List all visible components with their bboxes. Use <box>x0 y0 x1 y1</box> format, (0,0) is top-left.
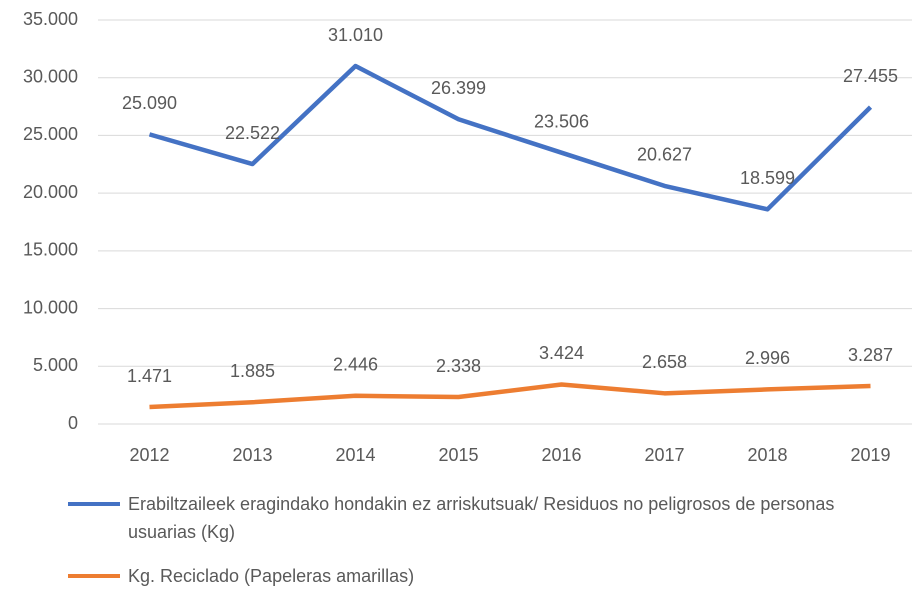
data-label: 1.471 <box>127 366 172 386</box>
data-label: 3.287 <box>848 345 893 365</box>
data-label: 1.885 <box>230 361 275 381</box>
data-label: 23.506 <box>534 111 589 131</box>
x-tick-label: 2013 <box>232 445 272 465</box>
data-label: 3.424 <box>539 343 584 363</box>
series-line <box>148 63 873 212</box>
legend-entry: Erabiltzaileek eragindako hondakin ez ar… <box>0 490 898 546</box>
legend-entry: Kg. Reciclado (Papeleras amarillas) <box>0 562 898 590</box>
legend-swatch <box>68 574 120 578</box>
data-label: 2.996 <box>745 348 790 368</box>
y-tick-label: 35.000 <box>23 9 78 29</box>
y-tick-label: 0 <box>68 413 78 433</box>
x-tick-label: 2019 <box>850 445 890 465</box>
y-tick-label: 30.000 <box>23 66 78 86</box>
x-tick-label: 2012 <box>129 445 169 465</box>
data-label: 26.399 <box>431 78 486 98</box>
y-tick-label: 25.000 <box>23 124 78 144</box>
x-tick-label: 2018 <box>747 445 787 465</box>
data-label: 31.010 <box>328 25 383 45</box>
plot: 0 5.000 10.000 15.000 20.000 25.000 30.000 35.0… <box>23 9 912 465</box>
series-line <box>149 382 871 410</box>
data-label: 2.446 <box>333 355 378 375</box>
y-tick-label: 5.000 <box>33 355 78 375</box>
data-label: 22.522 <box>225 123 280 143</box>
x-tick-label: 2017 <box>644 445 684 465</box>
data-label: 27.455 <box>843 66 898 86</box>
data-label: 25.090 <box>122 93 177 113</box>
x-tick-label: 2016 <box>541 445 581 465</box>
y-tick-label: 15.000 <box>23 240 78 260</box>
data-label: 20.627 <box>637 145 692 165</box>
y-tick-label: 20.000 <box>23 182 78 202</box>
legend-label: Erabiltzaileek eragindako hondakin ez ar… <box>128 494 835 542</box>
data-label: 18.599 <box>740 168 795 188</box>
legend-swatch <box>68 502 120 506</box>
y-tick-label: 10.000 <box>23 297 78 317</box>
data-label: 2.338 <box>436 356 481 376</box>
data-label: 2.658 <box>642 352 687 372</box>
legend-label: Kg. Reciclado (Papeleras amarillas) <box>128 566 415 586</box>
x-tick-label: 2014 <box>335 445 375 465</box>
legend: Erabiltzaileek eragindako hondakin ez ar… <box>0 490 915 593</box>
x-tick-label: 2015 <box>438 445 478 465</box>
